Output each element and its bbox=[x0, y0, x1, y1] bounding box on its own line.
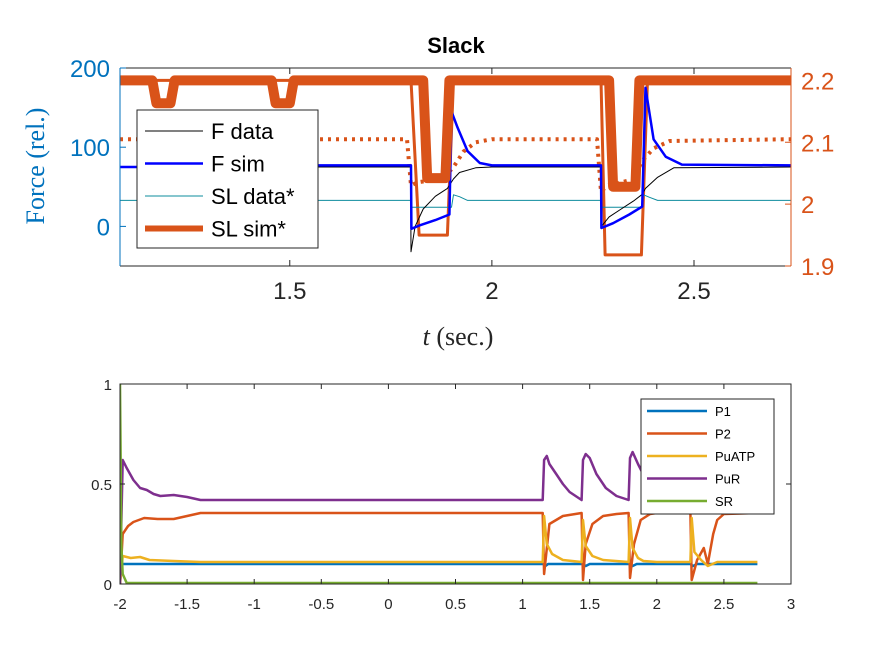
bottom-plot-area: -2 -1.5 -1 -0.5 0 0.5 1 1.5 2 2.5 300.51P1P2PuATPP… bbox=[91, 377, 795, 613]
series-pur-line bbox=[120, 450, 758, 585]
top-plot-area: 1.5 2 2.5 0 100 200 1.9 2 2.1 2.2 F data F sim SL da… bbox=[70, 56, 834, 305]
bottom-legend-label: P2 bbox=[715, 427, 731, 442]
top-legend: F data F sim SL data* SL sim* bbox=[136, 109, 319, 249]
top-x-axis-label: t (sec.) bbox=[423, 322, 494, 351]
bottom-x-tick-label: -1.5 bbox=[174, 596, 200, 613]
bottom-x-tick-label: -2 bbox=[113, 596, 126, 613]
bottom-legend-label: SR bbox=[715, 494, 733, 509]
bottom-x-tick-label: 2.5 bbox=[713, 596, 734, 613]
bottom-x-tick-label: 0.5 bbox=[445, 596, 466, 613]
top-x-tick-label: 1.5 bbox=[273, 278, 306, 305]
bottom-x-tick-label: 1.5 bbox=[579, 596, 600, 613]
bottom-x-tick-label: 0 bbox=[384, 596, 392, 613]
series-sl-data-line bbox=[120, 194, 791, 208]
top-left-y-tick-label: 200 bbox=[70, 56, 110, 83]
bottom-x-tick-label: 2 bbox=[653, 596, 661, 613]
bottom-x-tick-label: 3 bbox=[787, 596, 795, 613]
top-legend-label: F sim bbox=[211, 152, 265, 177]
top-chart-title: Slack bbox=[427, 33, 485, 58]
top-legend-box bbox=[136, 109, 319, 249]
top-right-y-tick-label: 2 bbox=[801, 192, 814, 219]
bottom-legend-label: PuATP bbox=[715, 449, 755, 464]
top-legend-label: SL data* bbox=[211, 184, 295, 209]
top-legend-label: SL sim* bbox=[211, 217, 286, 242]
top-right-y-tick-label: 1.9 bbox=[801, 254, 834, 281]
bottom-legend-label: PuR bbox=[715, 472, 740, 487]
top-chart: Slack 1.5 2 2.5 0 100 200 1.9 2 2.1 2.2 F data F si… bbox=[21, 33, 834, 351]
top-left-y-tick-label: 0 bbox=[97, 214, 110, 241]
top-legend-label: F data bbox=[211, 119, 274, 144]
series-puatp-line bbox=[120, 514, 758, 585]
top-x-tick-label: 2 bbox=[485, 278, 498, 305]
bottom-y-tick-label: 1 bbox=[104, 377, 112, 394]
top-right-y-tick-label: 2.2 bbox=[801, 68, 834, 95]
top-right-y-tick-label: 2.1 bbox=[801, 130, 834, 157]
bottom-legend-label: P1 bbox=[715, 404, 731, 419]
top-y-axis-label: Force (rel.) bbox=[21, 108, 50, 225]
bottom-y-tick-label: 0.5 bbox=[91, 477, 112, 494]
bottom-y-tick-label: 0 bbox=[104, 577, 112, 594]
bottom-series-group bbox=[120, 383, 758, 585]
series-p1-line bbox=[120, 562, 758, 585]
bottom-x-tick-label: -1 bbox=[248, 596, 261, 613]
bottom-chart: -2 -1.5 -1 -0.5 0 0.5 1 1.5 2 2.5 300.51P1P2PuATPP… bbox=[91, 377, 795, 613]
bottom-x-tick-label: 1 bbox=[518, 596, 526, 613]
bottom-legend: P1 P2 PuATP PuR SR bbox=[640, 398, 775, 515]
bottom-x-tick-label: -0.5 bbox=[308, 596, 334, 613]
top-x-tick-label: 2.5 bbox=[677, 278, 710, 305]
series-sr-line bbox=[120, 383, 758, 585]
series-sl-sim-line bbox=[120, 75, 791, 192]
top-left-y-tick-label: 100 bbox=[70, 135, 110, 162]
